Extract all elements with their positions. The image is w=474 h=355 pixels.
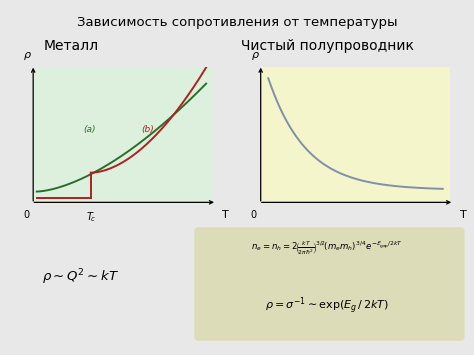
Text: $\rho = \sigma^{-1} \sim \exp(E_g\,/\,2kT)$: $\rho = \sigma^{-1} \sim \exp(E_g\,/\,2k… — [265, 295, 389, 316]
Text: Чистый полупроводник: Чистый полупроводник — [241, 39, 413, 53]
Text: $n_e = n_h = 2\!\left(\!\frac{kT}{2\pi\hbar^2}\!\right)^{\!3/2}\!(m_e m_h)^{3/4}: $n_e = n_h = 2\!\left(\!\frac{kT}{2\pi\h… — [251, 240, 403, 257]
Text: Металл: Металл — [44, 39, 99, 53]
Text: (b): (b) — [141, 125, 154, 134]
Text: $\rho$: $\rho$ — [251, 50, 259, 62]
Text: 0: 0 — [250, 211, 256, 220]
Text: $\rho$: $\rho$ — [23, 50, 32, 62]
Text: $T_{\!c}$: $T_{\!c}$ — [86, 211, 96, 224]
Text: T: T — [222, 211, 229, 220]
Text: T: T — [460, 211, 466, 220]
Text: $\rho \sim Q^2 \sim kT$: $\rho \sim Q^2 \sim kT$ — [42, 267, 119, 287]
Text: (a): (a) — [83, 125, 96, 134]
Text: Зависимость сопротивления от температуры: Зависимость сопротивления от температуры — [77, 16, 397, 29]
Text: 0: 0 — [23, 211, 29, 220]
